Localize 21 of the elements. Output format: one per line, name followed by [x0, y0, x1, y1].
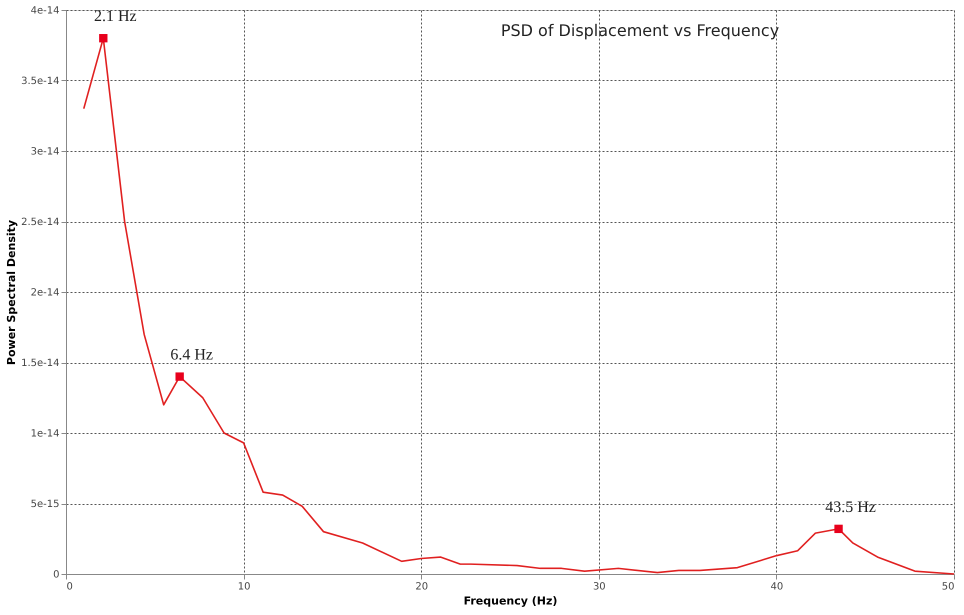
annotation: 6.4 Hz — [170, 346, 213, 364]
x-axis-title: Frequency (Hz) — [464, 594, 558, 608]
y-tick-label: 2e-14 — [30, 288, 60, 298]
x-tick-label: 20 — [415, 582, 428, 592]
y-axis-title: Power Spectral Density — [5, 220, 18, 366]
x-tick-label: 40 — [770, 582, 784, 592]
y-tick-label: 4e-14 — [30, 6, 60, 16]
y-tick-label: 0 — [53, 570, 60, 580]
text: PSD of Displacement vs Frequency — [500, 21, 780, 40]
x-tick-label: 50 — [942, 582, 954, 592]
annotation: 43.5 Hz — [825, 498, 876, 516]
x-tick-label: 0 — [66, 582, 73, 592]
y-tick-label: 2.5e-14 — [21, 217, 60, 228]
x-tick-label: 10 — [238, 582, 250, 592]
y-tick-label: 1.5e-14 — [21, 358, 60, 369]
y-tick-label: 5e-15 — [30, 499, 60, 510]
y-tick-label: 3.5e-14 — [21, 76, 60, 87]
annotation: 2.1 Hz — [94, 8, 137, 26]
y-tick-label: 1e-14 — [30, 428, 60, 440]
x-tick-label: 30 — [592, 582, 606, 592]
y-tick-label: 3e-14 — [30, 146, 60, 158]
